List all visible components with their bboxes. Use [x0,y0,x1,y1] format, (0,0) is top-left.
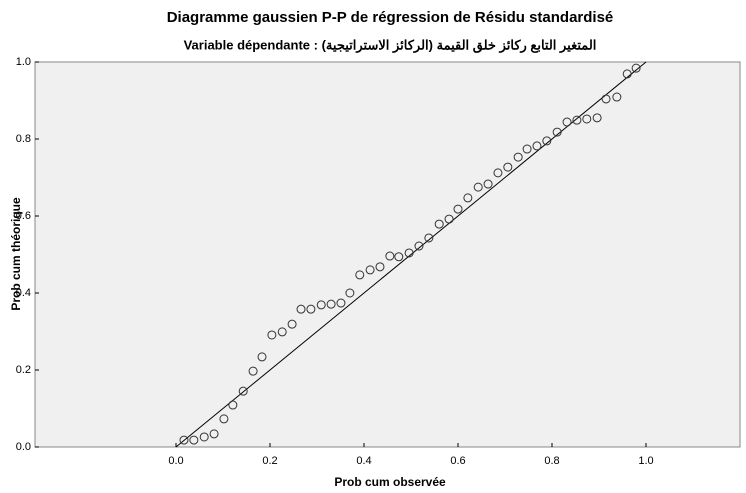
point [631,63,641,73]
point [463,193,473,203]
point [179,435,189,445]
point [306,304,316,314]
point [394,252,404,262]
point [483,179,493,189]
point [277,327,287,337]
point [257,352,267,362]
point [444,214,454,224]
point [601,94,611,104]
point [582,114,592,124]
point [355,270,365,280]
point [365,265,375,275]
point [228,400,238,410]
x-tick-label: 0.4 [356,455,371,467]
point [612,92,622,102]
point [209,429,219,439]
point [414,241,424,251]
point [522,144,532,154]
point [622,69,632,79]
point [296,304,306,314]
point [336,298,346,308]
point [503,162,513,172]
point [453,204,463,214]
point [493,168,503,178]
y-tick-label: 1.0 [16,56,31,68]
point [326,299,336,309]
point [562,117,572,127]
y-tick-label: 0.6 [16,210,31,222]
point [404,248,414,258]
chart-subtitle: Variable dépendante : (المتغير التابع رك… [184,37,597,53]
point [532,141,542,151]
y-tick-label: 0.4 [16,287,31,299]
point [552,127,562,137]
chart-title: Diagramme gaussien P-P de régression de … [167,9,614,26]
y-tick-label: 0.2 [16,364,31,376]
plot-area [34,61,741,448]
point [542,136,552,146]
x-tick-label: 0.0 [168,455,183,467]
point [345,288,355,298]
point [316,300,326,310]
point [434,219,444,229]
point [513,152,523,162]
point [385,251,395,261]
point [473,182,483,192]
point [424,233,434,243]
point [592,113,602,123]
point [267,330,277,340]
y-tick-label: 0.8 [16,133,31,145]
point [248,366,258,376]
x-tick-label: 0.6 [450,455,465,467]
point [189,435,199,445]
point [375,262,385,272]
y-axis-label: Prob cum théorique [9,197,23,311]
y-tick-label: 0.0 [16,441,31,453]
point [287,319,297,329]
point [199,432,209,442]
point [219,414,229,424]
x-tick-label: 0.8 [544,455,559,467]
x-tick-label: 1.0 [638,455,653,467]
x-tick-label: 0.2 [262,455,277,467]
x-axis-label: Prob cum observée [334,475,446,489]
point [238,386,248,396]
point [572,115,582,125]
